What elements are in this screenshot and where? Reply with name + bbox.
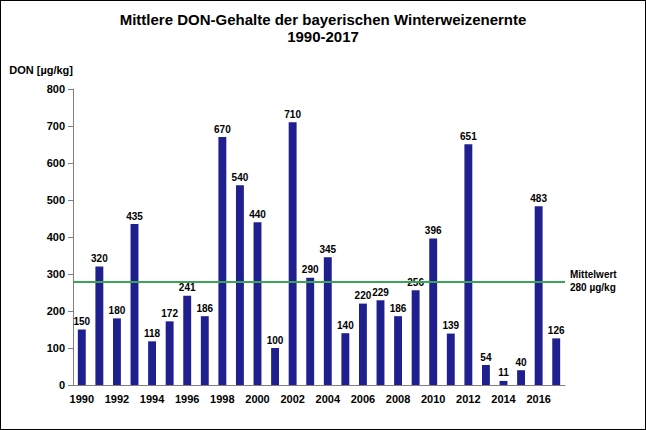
svg-text:DON [µg/kg]: DON [µg/kg]	[9, 64, 73, 76]
svg-text:186: 186	[390, 303, 407, 314]
svg-text:2014: 2014	[491, 393, 516, 405]
svg-text:670: 670	[214, 124, 231, 135]
svg-text:540: 540	[232, 172, 249, 183]
svg-text:Mittlere DON-Gehalte der bayer: Mittlere DON-Gehalte der bayerischen Win…	[120, 11, 527, 28]
svg-text:700: 700	[47, 120, 65, 132]
svg-text:2002: 2002	[280, 393, 304, 405]
svg-text:100: 100	[47, 342, 65, 354]
svg-text:435: 435	[126, 211, 143, 222]
svg-text:1996: 1996	[175, 393, 199, 405]
svg-text:1998: 1998	[210, 393, 234, 405]
svg-text:180: 180	[109, 305, 126, 316]
svg-text:2012: 2012	[456, 393, 480, 405]
svg-text:229: 229	[372, 287, 389, 298]
svg-text:1990-2017: 1990-2017	[287, 28, 359, 45]
svg-text:220: 220	[355, 290, 372, 301]
svg-text:396: 396	[425, 225, 442, 236]
svg-text:710: 710	[284, 109, 301, 120]
svg-text:2016: 2016	[526, 393, 550, 405]
svg-text:2004: 2004	[316, 393, 341, 405]
svg-text:320: 320	[91, 253, 108, 264]
svg-text:241: 241	[179, 282, 196, 293]
svg-text:Mittelwert: Mittelwert	[570, 269, 617, 280]
svg-text:280 µg/kg: 280 µg/kg	[570, 282, 616, 293]
svg-text:600: 600	[47, 157, 65, 169]
svg-text:483: 483	[530, 193, 547, 204]
svg-text:256: 256	[407, 276, 424, 288]
svg-text:186: 186	[196, 303, 213, 314]
svg-text:345: 345	[319, 244, 336, 255]
svg-text:0: 0	[59, 379, 65, 391]
svg-text:118: 118	[144, 328, 161, 339]
svg-text:100: 100	[267, 335, 284, 346]
svg-text:2000: 2000	[245, 393, 269, 405]
svg-text:1994: 1994	[140, 393, 165, 405]
svg-text:54: 54	[480, 352, 492, 363]
svg-text:2010: 2010	[421, 393, 445, 405]
svg-text:500: 500	[47, 194, 65, 206]
svg-text:300: 300	[47, 268, 65, 280]
svg-text:400: 400	[47, 231, 65, 243]
svg-text:1990: 1990	[70, 393, 94, 405]
svg-text:2006: 2006	[351, 393, 375, 405]
svg-text:172: 172	[161, 308, 178, 319]
svg-text:651: 651	[460, 131, 477, 142]
svg-text:40: 40	[516, 357, 528, 368]
svg-text:200: 200	[47, 305, 65, 317]
svg-text:140: 140	[337, 320, 354, 331]
svg-text:11: 11	[498, 367, 509, 378]
svg-text:440: 440	[249, 209, 266, 220]
svg-text:290: 290	[302, 264, 319, 275]
svg-text:150: 150	[73, 316, 90, 327]
svg-text:800: 800	[47, 83, 65, 95]
svg-text:1992: 1992	[105, 393, 129, 405]
svg-text:2008: 2008	[386, 393, 410, 405]
svg-text:139: 139	[442, 320, 459, 331]
svg-text:126: 126	[548, 325, 565, 336]
